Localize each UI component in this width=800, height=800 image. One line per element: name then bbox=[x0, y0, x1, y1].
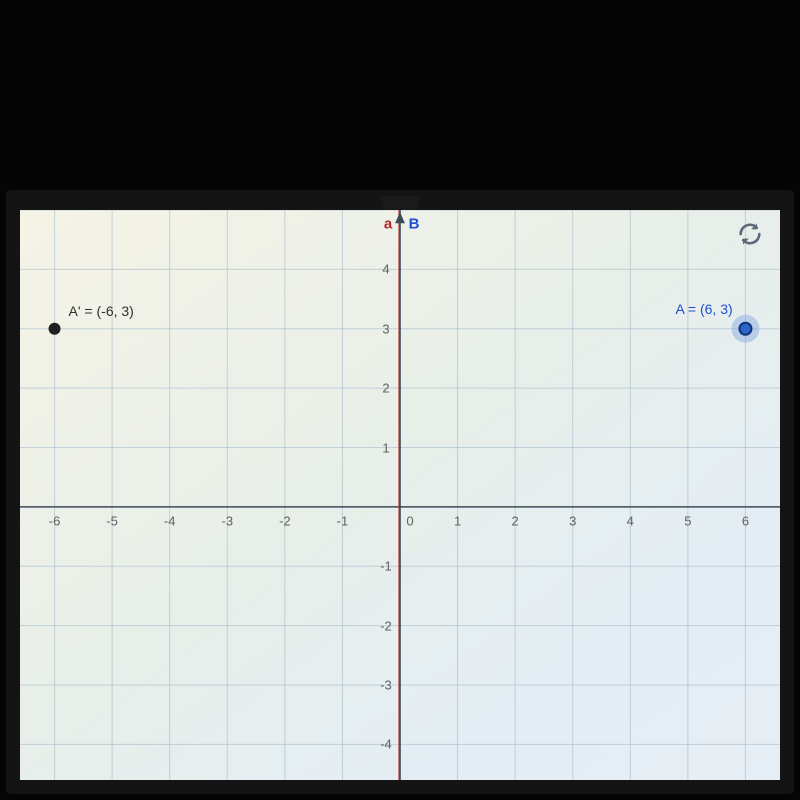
point-a-prime[interactable] bbox=[49, 323, 61, 335]
x-tick-label: 4 bbox=[627, 513, 634, 528]
y-tick-label: -1 bbox=[380, 559, 392, 574]
x-tick-label: -6 bbox=[49, 513, 61, 528]
x-tick-label: 6 bbox=[742, 513, 749, 528]
x-tick-label: 2 bbox=[512, 513, 519, 528]
point-a-prime-label: A' = (-6, 3) bbox=[69, 303, 134, 319]
refresh-icon[interactable] bbox=[736, 220, 764, 248]
y-tick-label: -4 bbox=[380, 737, 392, 752]
coordinate-grid bbox=[20, 210, 780, 780]
origin-label: 0 bbox=[406, 513, 413, 528]
point-a-label: A = (6, 3) bbox=[675, 301, 732, 317]
x-tick-label: 5 bbox=[684, 513, 691, 528]
a-axis-label: a bbox=[384, 216, 392, 233]
x-tick-label: 3 bbox=[569, 513, 576, 528]
y-tick-label: 3 bbox=[382, 321, 389, 336]
y-tick-label: 1 bbox=[382, 440, 389, 455]
graph-screen: -6 -5 -4 -3 -2 -1 1 2 3 4 5 6 0 -4 -3 -2 -1 1 2 3 4 aB A' = (-… bbox=[20, 210, 780, 780]
photo-background: -6 -5 -4 -3 -2 -1 1 2 3 4 5 6 0 -4 -3 -2 -1 1 2 3 4 aB A' = (-… bbox=[0, 0, 800, 800]
x-tick-label: -2 bbox=[279, 513, 291, 528]
y-tick-label: -2 bbox=[380, 618, 392, 633]
point-a[interactable] bbox=[739, 323, 751, 335]
y-tick-label: -3 bbox=[380, 678, 392, 693]
x-tick-label: 1 bbox=[454, 513, 461, 528]
x-tick-label: -5 bbox=[106, 513, 118, 528]
x-tick-label: -4 bbox=[164, 513, 176, 528]
x-tick-label: -1 bbox=[337, 513, 349, 528]
b-axis-label: B bbox=[409, 216, 420, 233]
x-tick-label: -3 bbox=[221, 513, 233, 528]
y-tick-label: 4 bbox=[382, 262, 389, 277]
y-tick-label: 2 bbox=[382, 381, 389, 396]
